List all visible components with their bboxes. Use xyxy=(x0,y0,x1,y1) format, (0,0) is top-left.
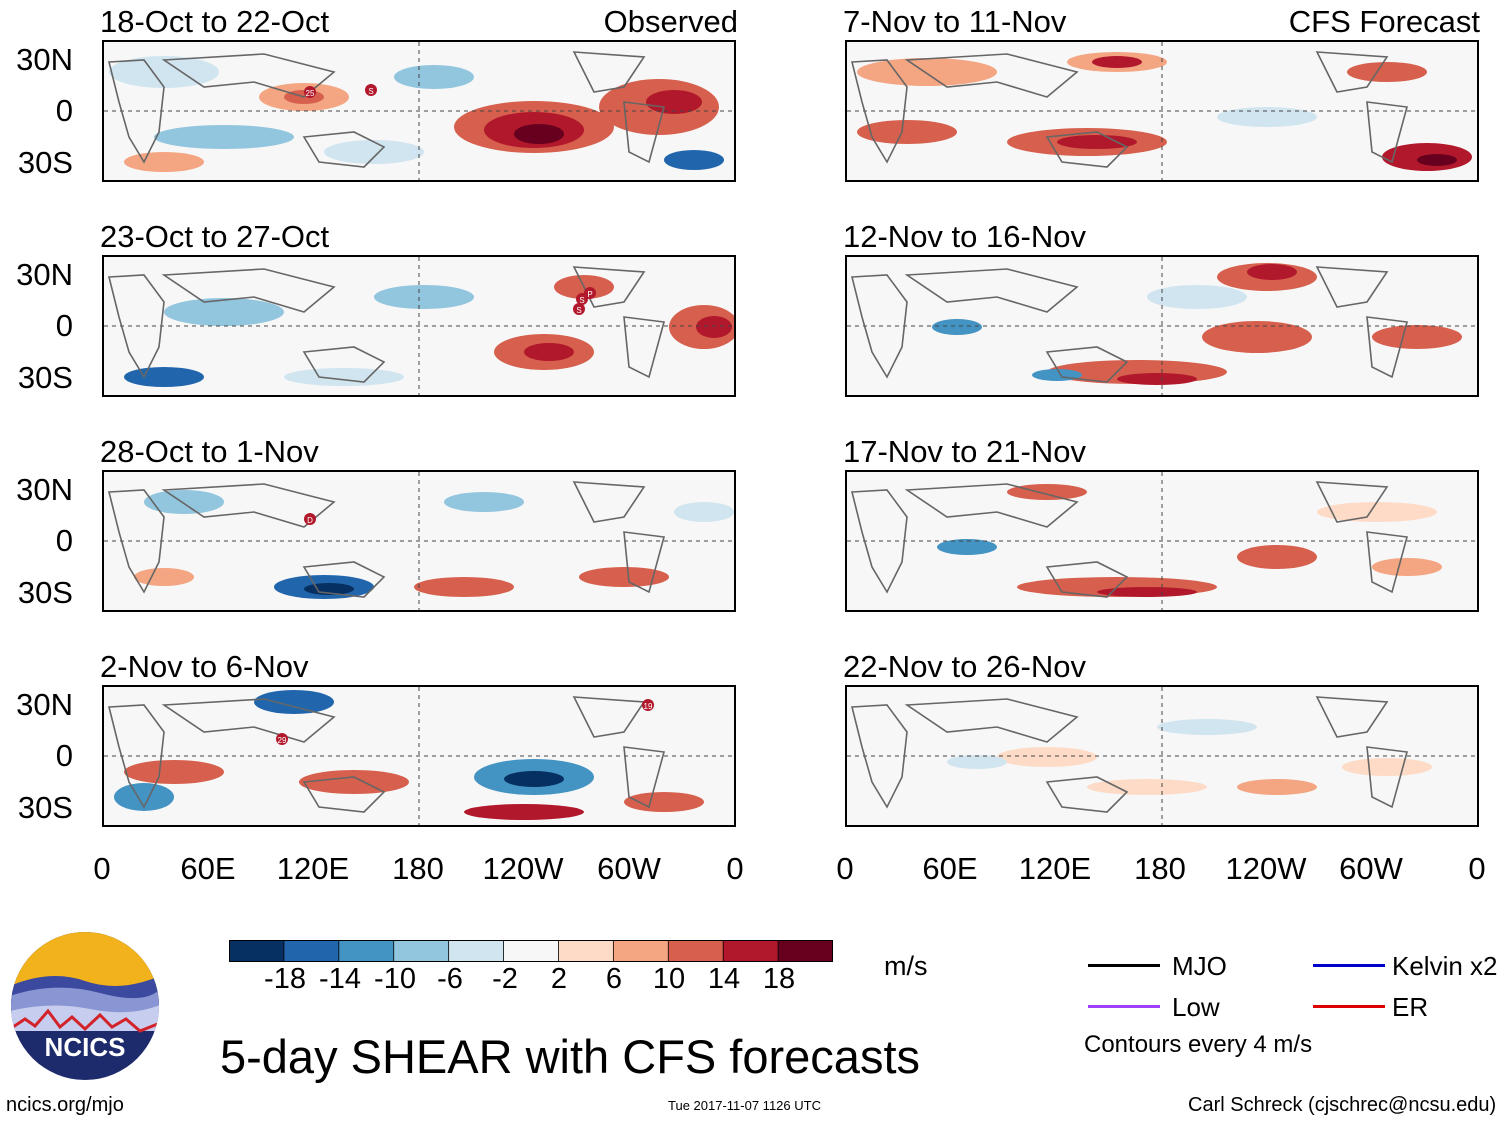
lon-label: 180 xyxy=(392,851,444,886)
column-label-forecast: CFS Forecast xyxy=(1288,4,1480,39)
colorbar-tick-label: -18 xyxy=(264,963,306,995)
lon-label: 0 xyxy=(93,851,111,886)
lon-label: 60E xyxy=(180,851,236,886)
map-panel-2: S S P xyxy=(102,255,736,397)
footer-timestamp: Tue 2017-11-07 1126 UTC xyxy=(668,1098,821,1113)
legend-line-er xyxy=(1313,1005,1385,1008)
footer-url[interactable]: ncics.org/mjo xyxy=(6,1094,124,1116)
colorbar-tick-label: -6 xyxy=(437,963,463,995)
lon-label: 0 xyxy=(836,851,854,886)
legend-line-low xyxy=(1088,1005,1160,1008)
svg-text:S: S xyxy=(368,87,373,96)
colorbar-tick-label: -14 xyxy=(319,963,361,995)
map-panel-6 xyxy=(845,255,1479,397)
svg-text:D: D xyxy=(307,516,313,525)
panel-title-2: 23-Oct to 27-Oct xyxy=(100,219,330,254)
contours-note: Contours every 4 m/s xyxy=(1084,1031,1313,1058)
svg-text:25: 25 xyxy=(306,89,315,98)
lon-label: 180 xyxy=(1134,851,1186,886)
svg-text:NCICS: NCICS xyxy=(45,1032,126,1062)
colorbar-swatch xyxy=(558,939,615,963)
panel-title-4: 2-Nov to 6-Nov xyxy=(100,649,309,684)
lat-label-30s: 30S xyxy=(17,360,73,395)
lat-label-0: 0 xyxy=(55,308,73,343)
colorbar-swatch xyxy=(503,939,560,963)
storm-marker: D xyxy=(304,513,316,525)
panel-title-5: 7-Nov to 11-Nov xyxy=(843,4,1067,39)
colorbar-tick-label: 10 xyxy=(652,963,686,995)
legend-label-mjo: MJO xyxy=(1172,951,1227,981)
legend-line-kelvin xyxy=(1313,964,1385,967)
lon-label: 60E xyxy=(922,851,978,886)
lon-label: 120W xyxy=(1225,851,1307,886)
footer-credit: Carl Schreck (cjschrec@ncsu.edu) xyxy=(1188,1094,1497,1116)
panel-title-3: 28-Oct to 1-Nov xyxy=(100,434,319,469)
colorbar-units: m/s xyxy=(884,951,928,981)
legend-label-low: Low xyxy=(1172,992,1220,1022)
svg-text:P: P xyxy=(587,290,592,299)
column-label-observed: Observed xyxy=(603,4,738,39)
lat-label-30s: 30S xyxy=(17,575,73,610)
colorbar-swatch xyxy=(612,939,670,963)
lat-label-30n: 30N xyxy=(16,257,73,292)
map-panel-4: 29 19 xyxy=(102,685,736,827)
colorbar-tick-label: 14 xyxy=(707,963,741,995)
lat-label-30n: 30N xyxy=(16,472,73,507)
storm-marker: 19 xyxy=(642,699,654,711)
lat-label-0: 0 xyxy=(55,738,73,773)
lat-label-30s: 30S xyxy=(17,145,73,180)
colorbar-swatch xyxy=(338,939,395,963)
svg-text:S: S xyxy=(576,306,581,315)
lat-label-0: 0 xyxy=(55,523,73,558)
colorbar-swatch xyxy=(393,939,450,963)
svg-text:29: 29 xyxy=(278,736,287,745)
colorbar-tick-label: 6 xyxy=(605,963,623,995)
lat-label-0: 0 xyxy=(55,93,73,128)
storm-marker: P xyxy=(584,287,596,299)
colorbar-tick-label: -2 xyxy=(492,963,518,995)
legend-label-er: ER xyxy=(1392,992,1429,1022)
lon-label: 120W xyxy=(482,851,564,886)
map-panel-5 xyxy=(845,40,1479,182)
panel-title-1: 18-Oct to 22-Oct xyxy=(100,4,330,39)
map-panel-7 xyxy=(845,470,1479,612)
legend-label-kelvin: Kelvin x2 xyxy=(1392,951,1498,981)
map-panel-1: 25 S xyxy=(102,40,736,182)
storm-marker: S xyxy=(573,303,585,315)
lon-label: 60W xyxy=(1339,851,1403,886)
panel-title-6: 12-Nov to 16-Nov xyxy=(843,219,1086,254)
storm-marker: S xyxy=(365,84,377,96)
panel-title-8: 22-Nov to 26-Nov xyxy=(843,649,1086,684)
svg-text:19: 19 xyxy=(644,702,653,711)
main-title: 5-day SHEAR with CFS forecasts xyxy=(220,1030,920,1083)
lon-label: 120E xyxy=(1018,851,1092,886)
colorbar-tick-label: 2 xyxy=(550,963,568,995)
colorbar-tick-label: 18 xyxy=(762,963,796,995)
map-panel-3: D xyxy=(102,470,736,612)
colorbar-swatch xyxy=(283,939,340,963)
map-panel-8 xyxy=(845,685,1479,827)
storm-marker: 29 xyxy=(276,733,288,745)
colorbar-swatch xyxy=(722,939,779,963)
colorbar-swatch xyxy=(667,939,725,963)
lon-label: 0 xyxy=(726,851,744,886)
storm-marker: 25 xyxy=(304,86,316,98)
colorbar-swatch xyxy=(448,939,505,963)
lat-label-30s: 30S xyxy=(17,790,73,825)
svg-text:S: S xyxy=(579,296,584,305)
lat-label-30n: 30N xyxy=(16,42,73,77)
lon-label: 0 xyxy=(1468,851,1486,886)
colorbar-swatch xyxy=(777,939,834,963)
colorbar-swatch xyxy=(228,939,285,963)
lon-label: 60W xyxy=(597,851,661,886)
lon-label: 120E xyxy=(276,851,350,886)
legend-line-mjo xyxy=(1088,964,1160,967)
lat-label-30n: 30N xyxy=(16,687,73,722)
colorbar-tick-label: -10 xyxy=(374,963,416,995)
panel-title-7: 17-Nov to 21-Nov xyxy=(843,434,1086,469)
ncics-logo: NCICS xyxy=(10,931,160,1081)
colorbar xyxy=(228,939,834,963)
